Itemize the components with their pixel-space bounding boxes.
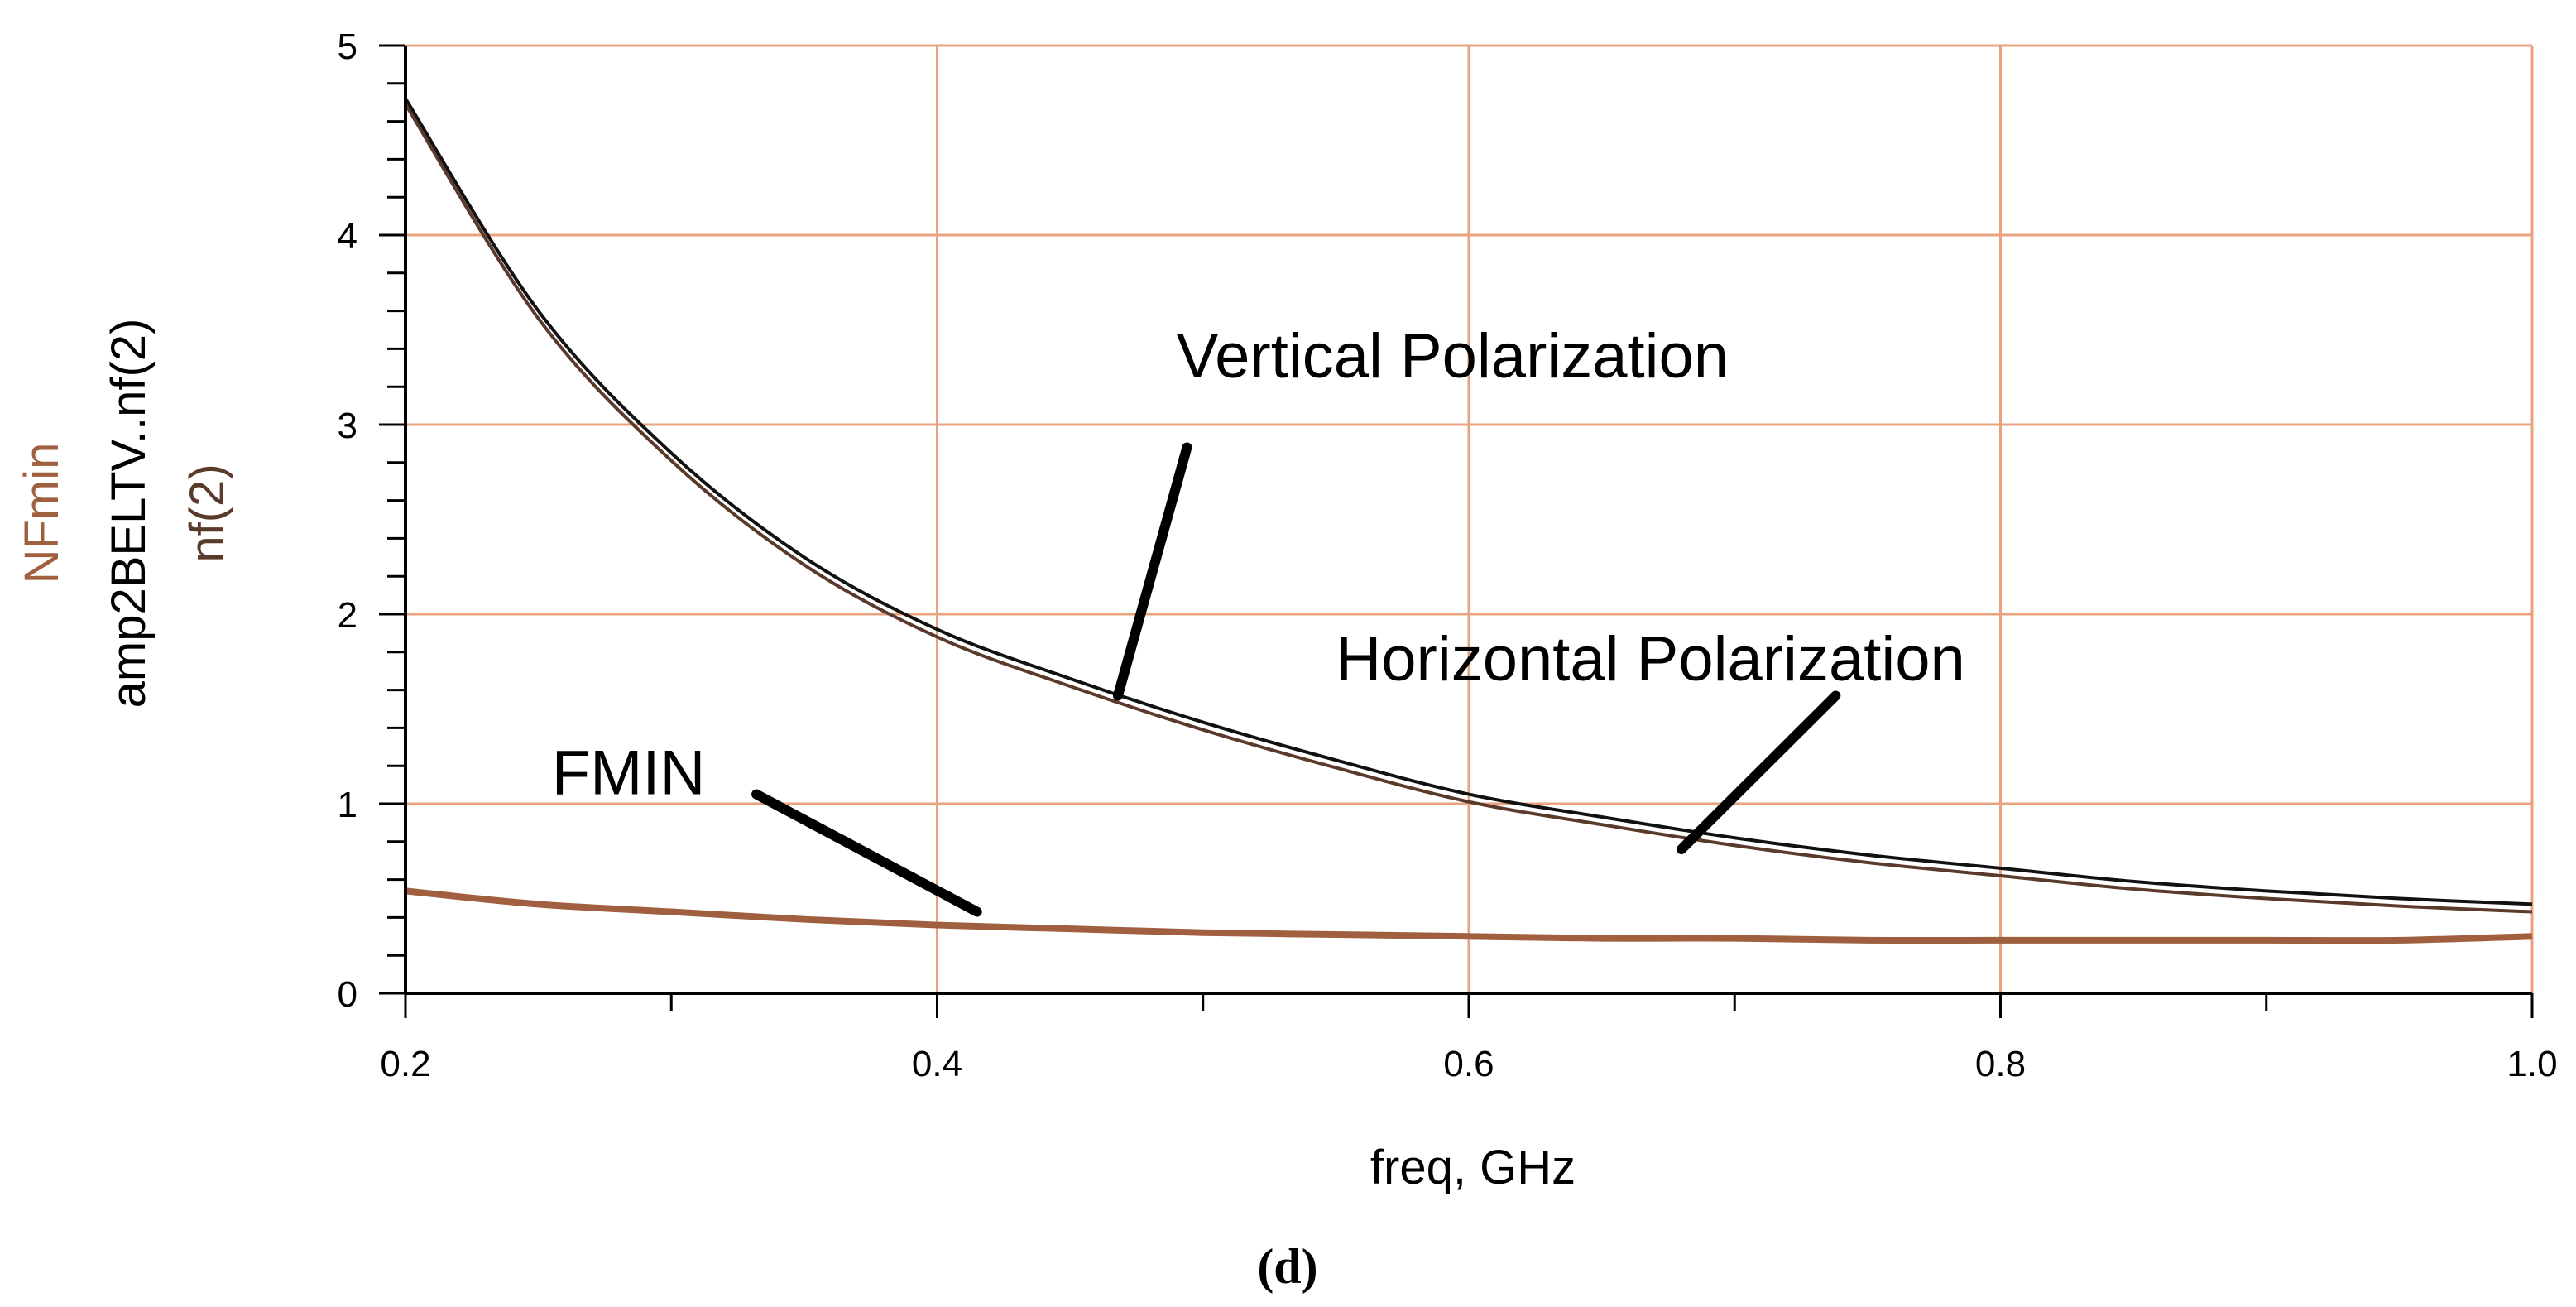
y-tick-label: 1 [338, 785, 357, 825]
annotation-labels: Vertical Polarization Horizontal Polariza… [552, 321, 1965, 809]
y-tick-label: 3 [338, 406, 357, 446]
x-tick-label: 0.6 [1443, 1044, 1494, 1084]
y-tick-labels: 0 1 2 3 4 5 [338, 26, 357, 1015]
x-tick-label: 0.8 [1975, 1044, 2026, 1084]
grid-lines [405, 44, 2534, 993]
axes [404, 46, 2532, 995]
annotation-label-vertical-polarization: Vertical Polarization [1177, 321, 1729, 392]
x-tick-label: 1.0 [2506, 1044, 2557, 1084]
minor-ticks [379, 44, 2534, 1018]
series-line-nfmin [405, 887, 2533, 944]
annotation-pointer-fmin [751, 789, 982, 917]
y-axis-title-amp2beltv: amp2BELTV..nf(2) [102, 319, 156, 709]
x-tick-labels: 0.2 0.4 0.6 0.8 1.0 [380, 1044, 2557, 1084]
x-tick-label: 0.4 [912, 1044, 962, 1084]
series-line-amp2beltv-nf2 [404, 98, 2533, 906]
x-tick-label: 0.2 [380, 1044, 430, 1084]
figure-caption: (d) [1257, 1239, 1317, 1294]
annotation-label-fmin: FMIN [552, 738, 706, 809]
series-lines [404, 98, 2533, 944]
annotation-pointer-horizontal-polarization [1677, 690, 1841, 854]
y-axis-title-nf2: nf(2) [180, 464, 234, 562]
annotation-label-horizontal-polarization: Horizontal Polarization [1336, 624, 1964, 694]
series-line-nf2 [404, 103, 2533, 914]
y-tick-label: 4 [338, 216, 357, 257]
y-tick-label: 0 [338, 974, 357, 1015]
y-tick-label: 5 [338, 26, 357, 67]
x-axis-title: freq, GHz [1370, 1141, 1576, 1194]
annotation-pointers [751, 442, 1841, 917]
annotation-pointer-vertical-polarization [1112, 442, 1192, 701]
y-axis-title-nfmin: NFmin [15, 443, 69, 584]
y-tick-label: 2 [338, 595, 357, 636]
